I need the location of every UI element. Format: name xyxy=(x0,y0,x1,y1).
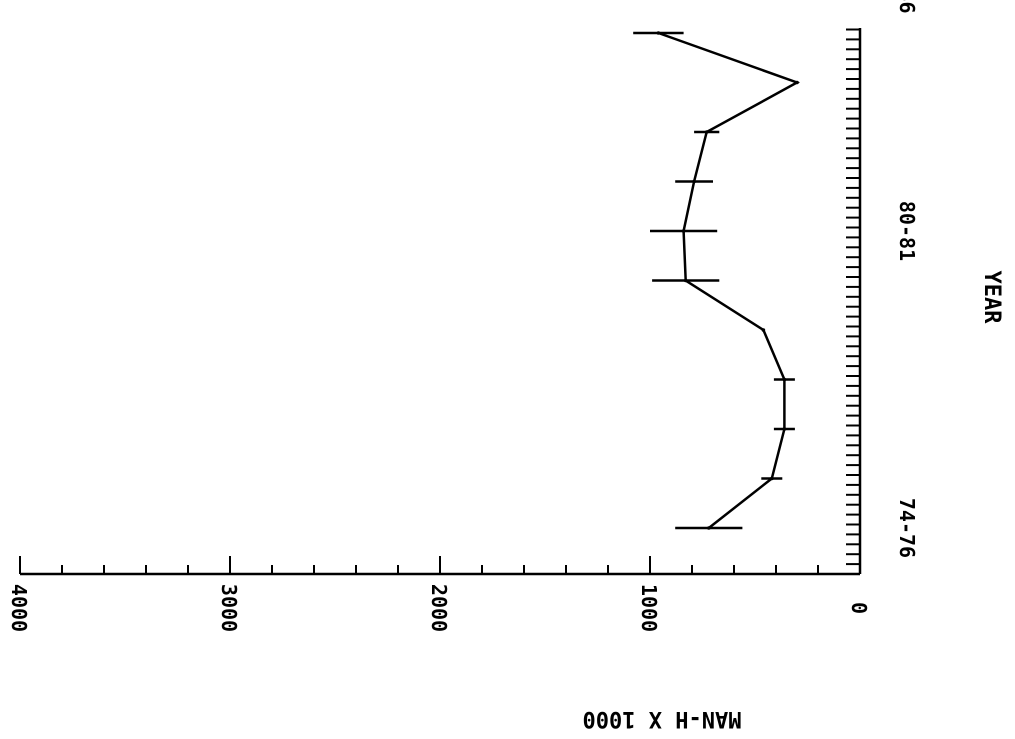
y-axis-label: MAN-H X 1000 xyxy=(583,706,742,731)
data-point xyxy=(770,476,774,481)
value-axis-tick-label: 0 xyxy=(847,602,871,614)
x-axis-label: YEAR xyxy=(979,271,1004,325)
data-point xyxy=(683,278,688,283)
chart-axes: 0 1000 2000 3000 4000 74-76 80-81 85-86 xyxy=(7,0,919,632)
category-axis-tick-label: 80-81 xyxy=(895,201,919,261)
category-axis-tick-label: 85-86 xyxy=(895,0,919,14)
data-point xyxy=(681,229,686,233)
data-point xyxy=(692,179,696,184)
data-point xyxy=(761,328,766,332)
data-point xyxy=(707,526,711,530)
value-axis-tick-label: 3000 xyxy=(217,584,241,632)
data-point xyxy=(782,427,787,431)
value-axis-tick-label: 1000 xyxy=(637,584,661,632)
data-point xyxy=(704,130,709,134)
data-point xyxy=(795,80,799,85)
data-point xyxy=(656,31,661,35)
value-axis-tick-label: 2000 xyxy=(427,584,451,632)
category-axis-tick-label: 74-76 xyxy=(895,498,919,558)
value-axis-tick-label: 4000 xyxy=(7,584,31,632)
data-point xyxy=(782,377,787,382)
data-series xyxy=(633,31,801,530)
axis-labels: YEAR MAN-H X 1000 xyxy=(583,271,1004,731)
